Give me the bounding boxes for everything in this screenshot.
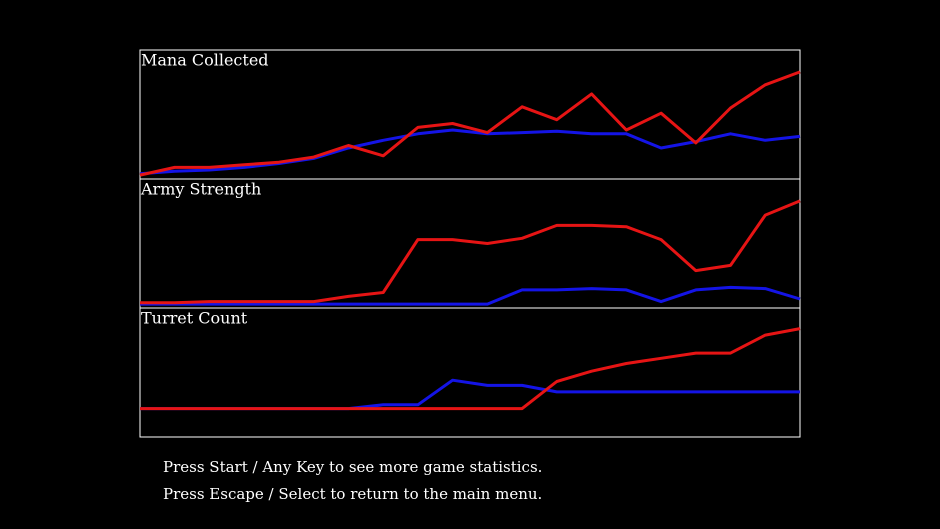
chart-title: Army Strength	[140, 180, 261, 199]
data-line	[140, 199, 801, 305]
data-line	[139, 70, 801, 177]
data-line	[140, 285, 801, 306]
data-line	[140, 327, 801, 411]
chart-title: Turret Count	[141, 309, 248, 328]
data-line	[139, 128, 801, 176]
chart-frame	[139, 307, 801, 438]
instruction: Press Start / Any Key to see more game s…	[163, 458, 542, 476]
instruction: Press Escape / Select to return to the m…	[163, 485, 542, 503]
chart-title: Mana Collected	[141, 51, 269, 70]
